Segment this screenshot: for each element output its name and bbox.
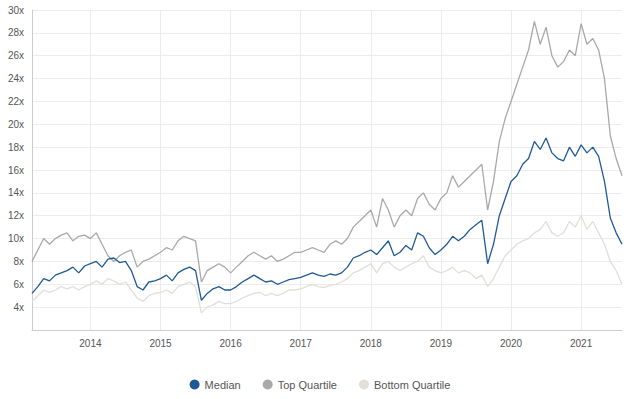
svg-text:30x: 30x (8, 5, 24, 16)
svg-text:2017: 2017 (290, 338, 313, 349)
svg-text:Bottom Quartile: Bottom Quartile (374, 379, 450, 391)
svg-text:22x: 22x (8, 96, 24, 107)
svg-text:2015: 2015 (149, 338, 172, 349)
svg-text:Top Quartile: Top Quartile (278, 379, 337, 391)
svg-text:2018: 2018 (360, 338, 383, 349)
svg-text:2020: 2020 (500, 338, 523, 349)
svg-text:2014: 2014 (79, 338, 102, 349)
svg-text:14x: 14x (8, 187, 24, 198)
svg-text:24x: 24x (8, 73, 24, 84)
svg-text:2019: 2019 (430, 338, 453, 349)
svg-text:8x: 8x (13, 256, 24, 267)
svg-text:28x: 28x (8, 27, 24, 38)
svg-text:2016: 2016 (219, 338, 242, 349)
svg-text:6x: 6x (13, 279, 24, 290)
svg-text:10x: 10x (8, 233, 24, 244)
svg-text:18x: 18x (8, 142, 24, 153)
svg-text:20x: 20x (8, 119, 24, 130)
svg-text:Median: Median (205, 379, 241, 391)
svg-text:12x: 12x (8, 210, 24, 221)
svg-text:4x: 4x (13, 302, 24, 313)
svg-text:26x: 26x (8, 50, 24, 61)
svg-text:16x: 16x (8, 165, 24, 176)
svg-text:2021: 2021 (570, 338, 593, 349)
